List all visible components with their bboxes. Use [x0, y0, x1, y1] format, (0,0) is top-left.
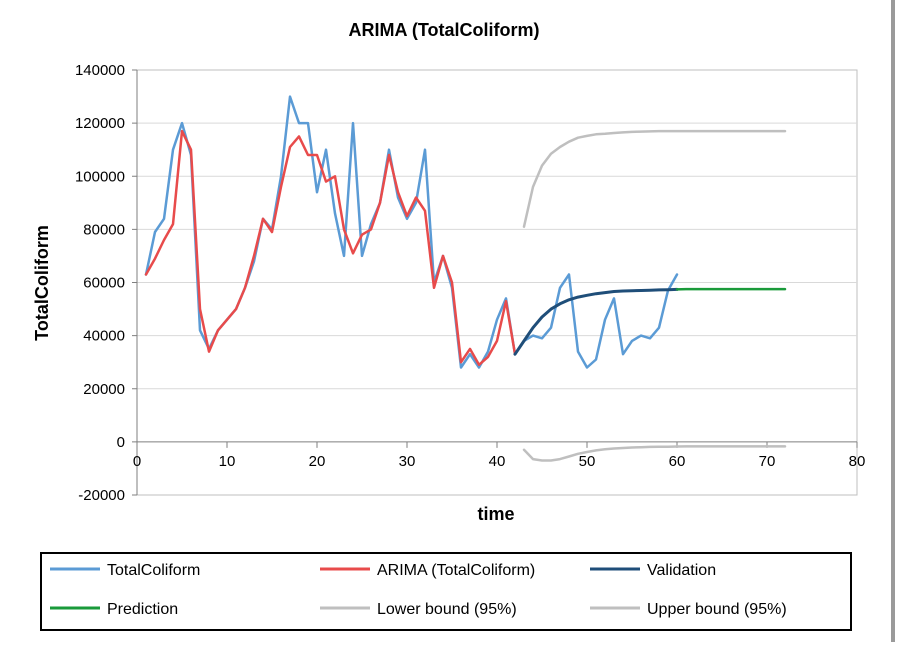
x-tick-label: 60 [669, 453, 686, 470]
legend-label: TotalColiform [107, 562, 200, 579]
legend-label: Upper bound (95%) [647, 601, 787, 618]
y-tick-label: 40000 [83, 328, 125, 345]
y-tick-label: 140000 [75, 62, 125, 79]
y-tick-label: 20000 [83, 381, 125, 398]
y-tick-label: 60000 [83, 275, 125, 292]
legend-label: Validation [647, 562, 716, 579]
y-tick-label: 100000 [75, 168, 125, 185]
legend-label: Prediction [107, 601, 178, 618]
y-tick-label: 80000 [83, 221, 125, 238]
y-tick-label: -20000 [78, 487, 125, 504]
chart-title: ARIMA (TotalColiform) [349, 20, 540, 40]
x-axis-label: time [477, 504, 514, 524]
y-axis-label: TotalColiform [32, 225, 52, 341]
x-tick-label: 40 [489, 453, 506, 470]
x-tick-label: 30 [399, 453, 416, 470]
legend-label: Lower bound (95%) [377, 601, 517, 618]
x-tick-label: 80 [849, 453, 866, 470]
legend-label: ARIMA (TotalColiform) [377, 562, 535, 579]
right-edge-divider [891, 0, 895, 642]
x-tick-label: 70 [759, 453, 776, 470]
y-tick-label: 120000 [75, 115, 125, 132]
x-tick-label: 0 [133, 453, 141, 470]
y-tick-label: 0 [117, 434, 125, 451]
x-tick-label: 20 [309, 453, 326, 470]
x-tick-label: 50 [579, 453, 596, 470]
x-tick-label: 10 [219, 453, 236, 470]
